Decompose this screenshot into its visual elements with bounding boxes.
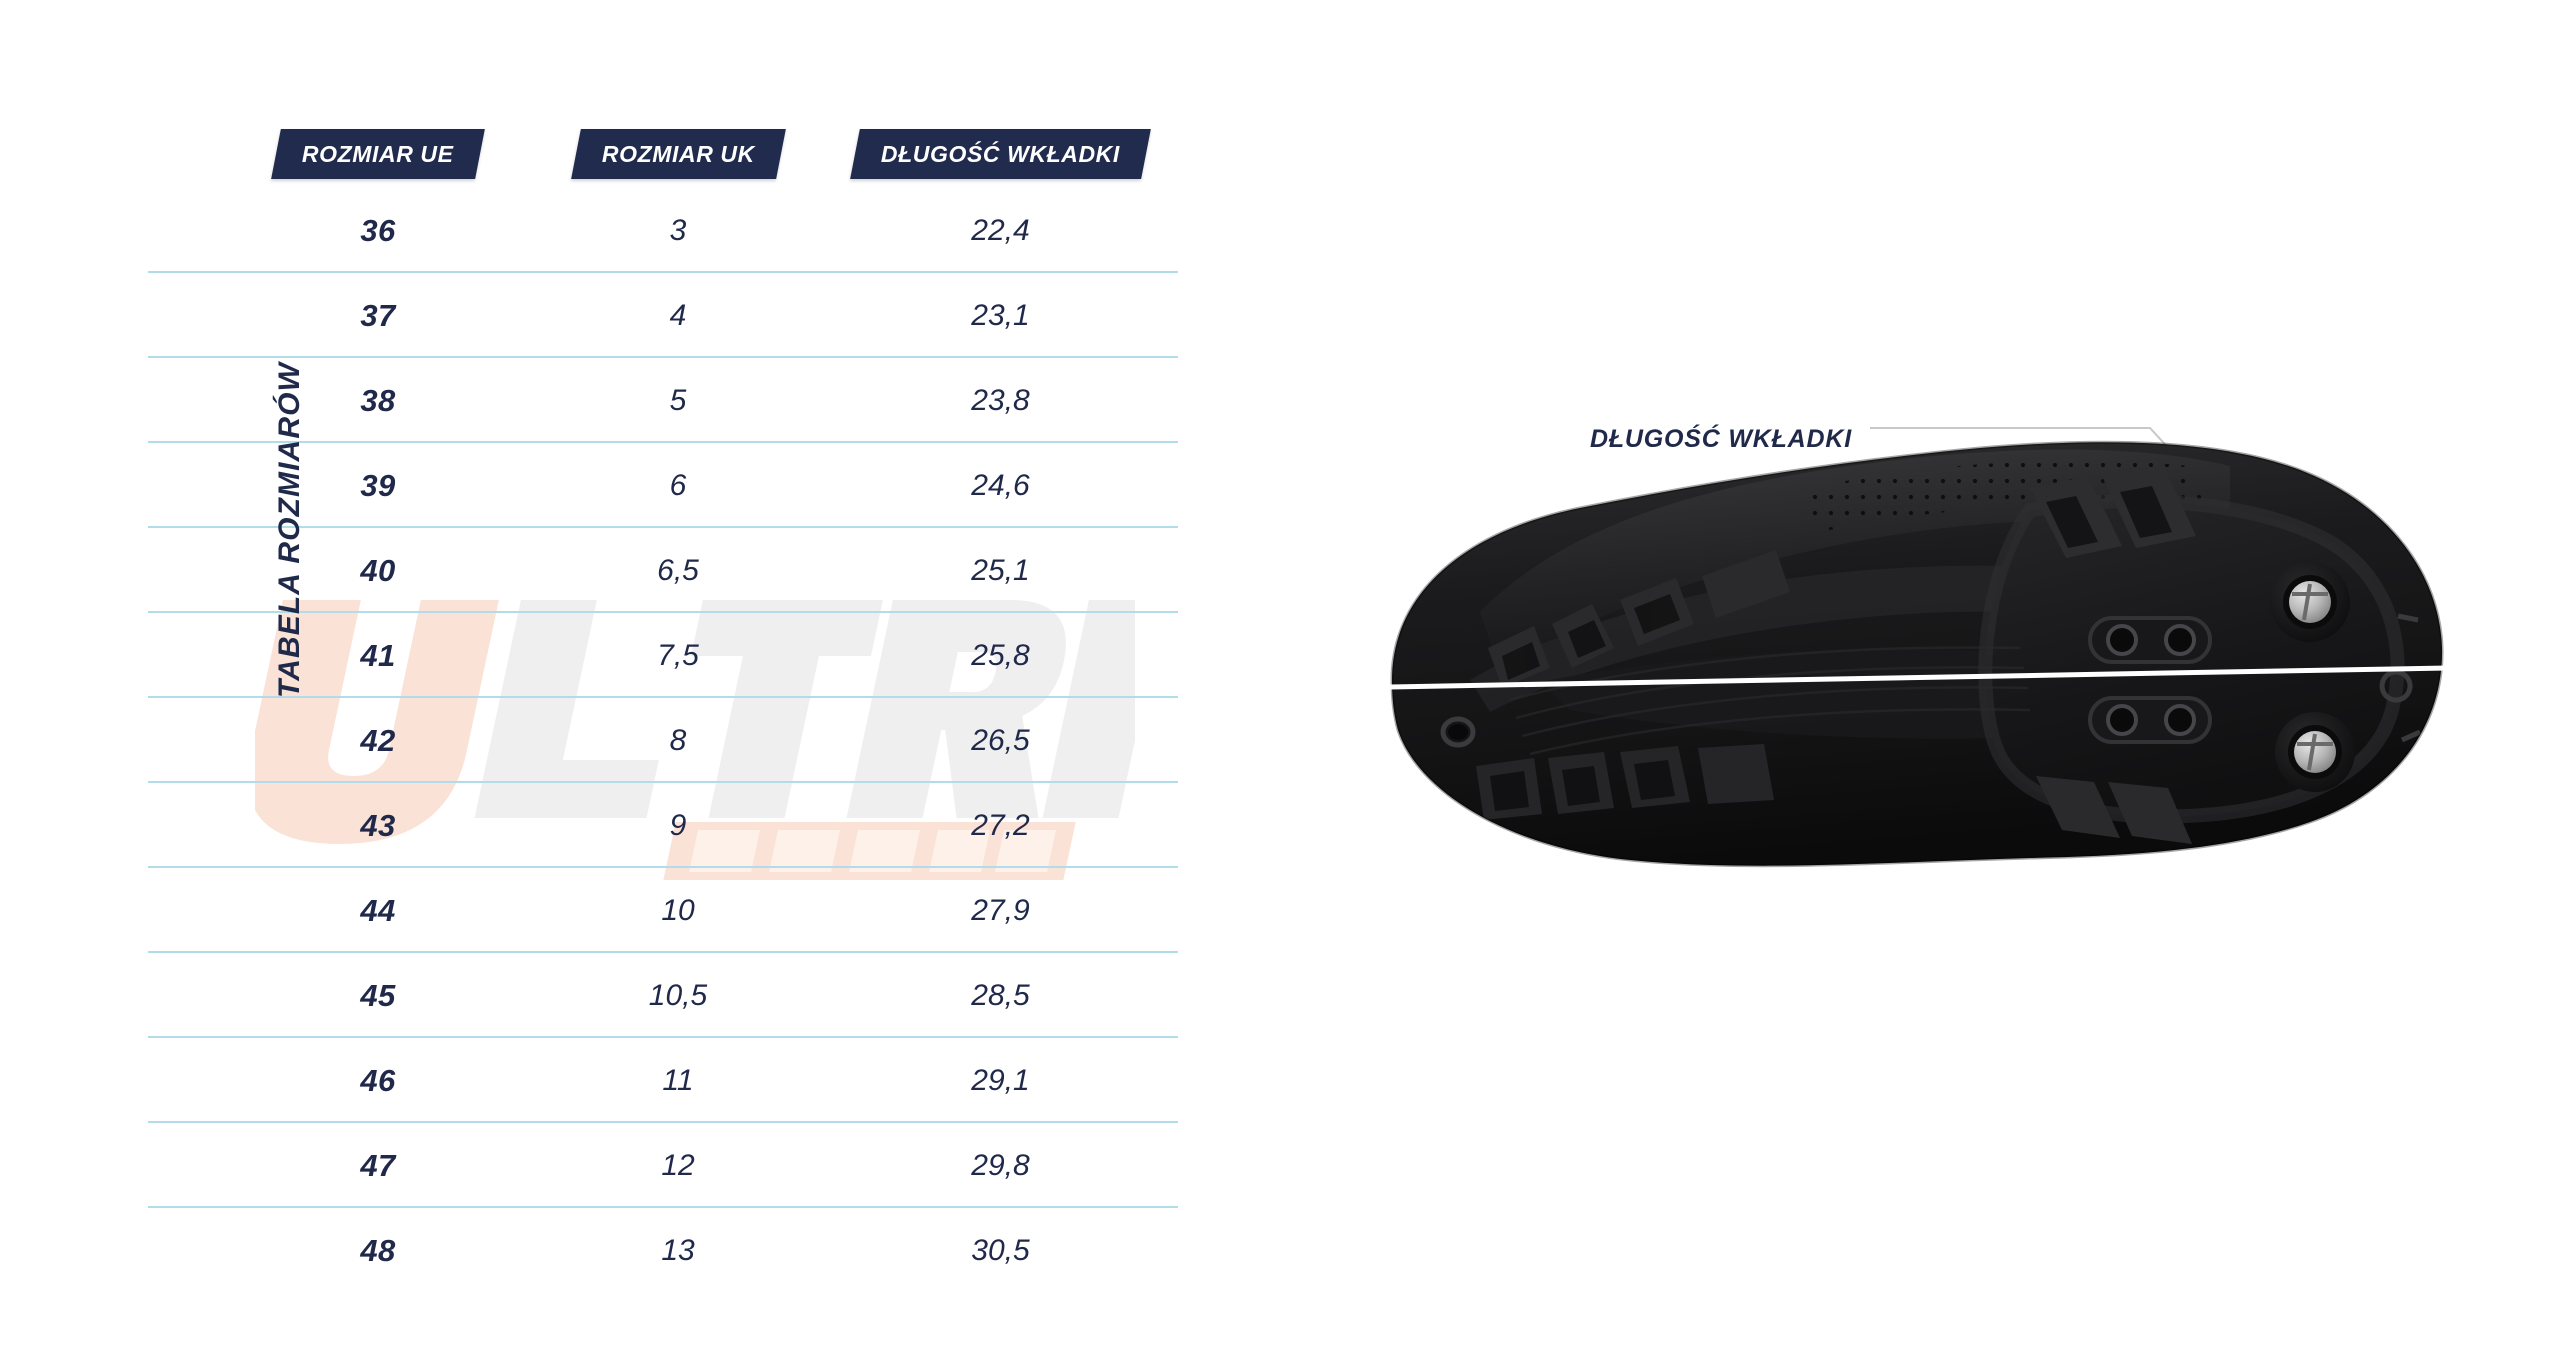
cell-insole-length: 29,1 xyxy=(971,1063,1030,1097)
cell-insole-length: 24,6 xyxy=(971,468,1030,502)
sole-outline-shade xyxy=(1390,440,2444,868)
cell-insole-length: 29,8 xyxy=(971,1148,1030,1182)
cell-uk-size: 12 xyxy=(661,1148,695,1182)
table-row: 39 6 24,6 xyxy=(148,443,1178,528)
table-row: 45 10,5 28,5 xyxy=(148,953,1178,1038)
cell-insole-length: 25,8 xyxy=(971,638,1030,672)
cell-eu-size: 46 xyxy=(360,1062,396,1098)
toe-spike-screw-lower xyxy=(2275,712,2355,792)
cell-eu-size: 48 xyxy=(360,1232,396,1268)
cell-insole-length: 30,5 xyxy=(971,1233,1030,1267)
size-table-header-row: ROZMIAR UE ROZMIAR UK DŁUGOŚĆ WKŁADKI xyxy=(228,120,1173,188)
table-row: 38 5 23,8 xyxy=(148,358,1178,443)
cell-eu-size: 38 xyxy=(360,382,396,418)
table-row: 41 7,5 25,8 xyxy=(148,613,1178,698)
cell-insole-length: 25,1 xyxy=(971,553,1030,587)
cycling-shoe-sole-image xyxy=(1330,380,2510,1000)
toe-vent-hole xyxy=(1440,716,1476,748)
cell-insole-length: 26,5 xyxy=(971,723,1030,757)
table-row: 36 3 22,4 xyxy=(148,188,1178,273)
table-row: 37 4 23,1 xyxy=(148,273,1178,358)
cell-uk-size: 10,5 xyxy=(648,978,708,1012)
cell-insole-length: 27,2 xyxy=(971,808,1030,842)
table-row: 48 13 30,5 xyxy=(228,1208,1173,1293)
table-row: 42 8 26,5 xyxy=(148,698,1178,783)
column-header-eu-label: ROZMIAR UE xyxy=(302,140,454,167)
table-row: 46 11 29,1 xyxy=(148,1038,1178,1123)
cell-uk-size: 6,5 xyxy=(657,553,699,587)
toe-spike-screw-upper xyxy=(2270,562,2350,642)
shoe-sole-body xyxy=(1390,440,2444,868)
size-table-vertical-caption-label: TABELA ROZMIARÓW xyxy=(273,362,306,698)
column-header-insole: DŁUGOŚĆ WKŁADKI xyxy=(828,129,1173,179)
cell-uk-size: 6 xyxy=(669,468,687,502)
cell-insole-length: 23,1 xyxy=(971,298,1030,332)
spd-cleat-slots xyxy=(2088,616,2212,744)
insole-length-callout-label: DŁUGOŚĆ WKŁADKI xyxy=(1590,425,1852,453)
cell-eu-size: 43 xyxy=(360,807,396,843)
size-table-vertical-caption: TABELA ROZMIARÓW xyxy=(260,300,320,760)
cell-eu-size: 37 xyxy=(360,297,396,333)
cell-eu-size: 44 xyxy=(360,892,396,928)
cell-uk-size: 7,5 xyxy=(657,638,699,672)
cell-uk-size: 5 xyxy=(669,383,687,417)
column-header-eu: ROZMIAR UE xyxy=(228,129,528,179)
column-header-uk-pill: ROZMIAR UK xyxy=(570,129,786,179)
table-row: 44 10 27,9 xyxy=(148,868,1178,953)
column-header-insole-label: DŁUGOŚĆ WKŁADKI xyxy=(881,140,1120,167)
column-header-uk: ROZMIAR UK xyxy=(528,129,828,179)
cell-insole-length: 22,4 xyxy=(971,213,1030,247)
heel-chevrons-bottom xyxy=(2036,776,2192,844)
cell-uk-size: 11 xyxy=(662,1063,694,1097)
cell-eu-size: 47 xyxy=(360,1147,396,1183)
table-row: 40 6,5 25,1 xyxy=(148,528,1178,613)
cell-uk-size: 3 xyxy=(669,213,687,247)
toe-tread-lugs-top-shadow xyxy=(1502,594,1680,680)
size-table: ROZMIAR UE ROZMIAR UK DŁUGOŚĆ WKŁADKI 36… xyxy=(148,120,1178,1293)
cell-insole-length: 27,9 xyxy=(971,893,1030,927)
table-row: 43 9 27,2 xyxy=(148,783,1178,868)
insole-length-measure-line xyxy=(1387,665,2449,690)
column-header-eu-pill: ROZMIAR UE xyxy=(271,129,485,179)
cell-eu-size: 40 xyxy=(360,552,396,588)
table-row: 47 12 29,8 xyxy=(148,1123,1178,1208)
toe-tread-lugs-bottom-shadow xyxy=(1490,760,1675,811)
cell-eu-size: 36 xyxy=(360,212,396,248)
column-header-uk-label: ROZMIAR UK xyxy=(601,140,755,167)
column-header-insole-pill: DŁUGOŚĆ WKŁADKI xyxy=(850,129,1151,179)
cell-uk-size: 13 xyxy=(661,1233,695,1267)
cell-insole-length: 28,5 xyxy=(971,978,1030,1012)
cell-insole-length: 23,8 xyxy=(971,383,1030,417)
cycling-shoe-sole-svg xyxy=(1387,440,2449,868)
cell-eu-size: 45 xyxy=(360,977,396,1013)
cell-uk-size: 10 xyxy=(661,893,695,927)
heel-edge-marks xyxy=(2379,613,2422,743)
cell-eu-size: 39 xyxy=(360,467,396,503)
cell-uk-size: 4 xyxy=(669,298,687,332)
size-table-body: 36 3 22,4 37 4 23,1 38 5 23,8 39 6 24,6 40 6,5 25,1 41 7… xyxy=(148,188,1178,1293)
cell-uk-size: 8 xyxy=(669,723,687,757)
cell-uk-size: 9 xyxy=(669,808,687,842)
